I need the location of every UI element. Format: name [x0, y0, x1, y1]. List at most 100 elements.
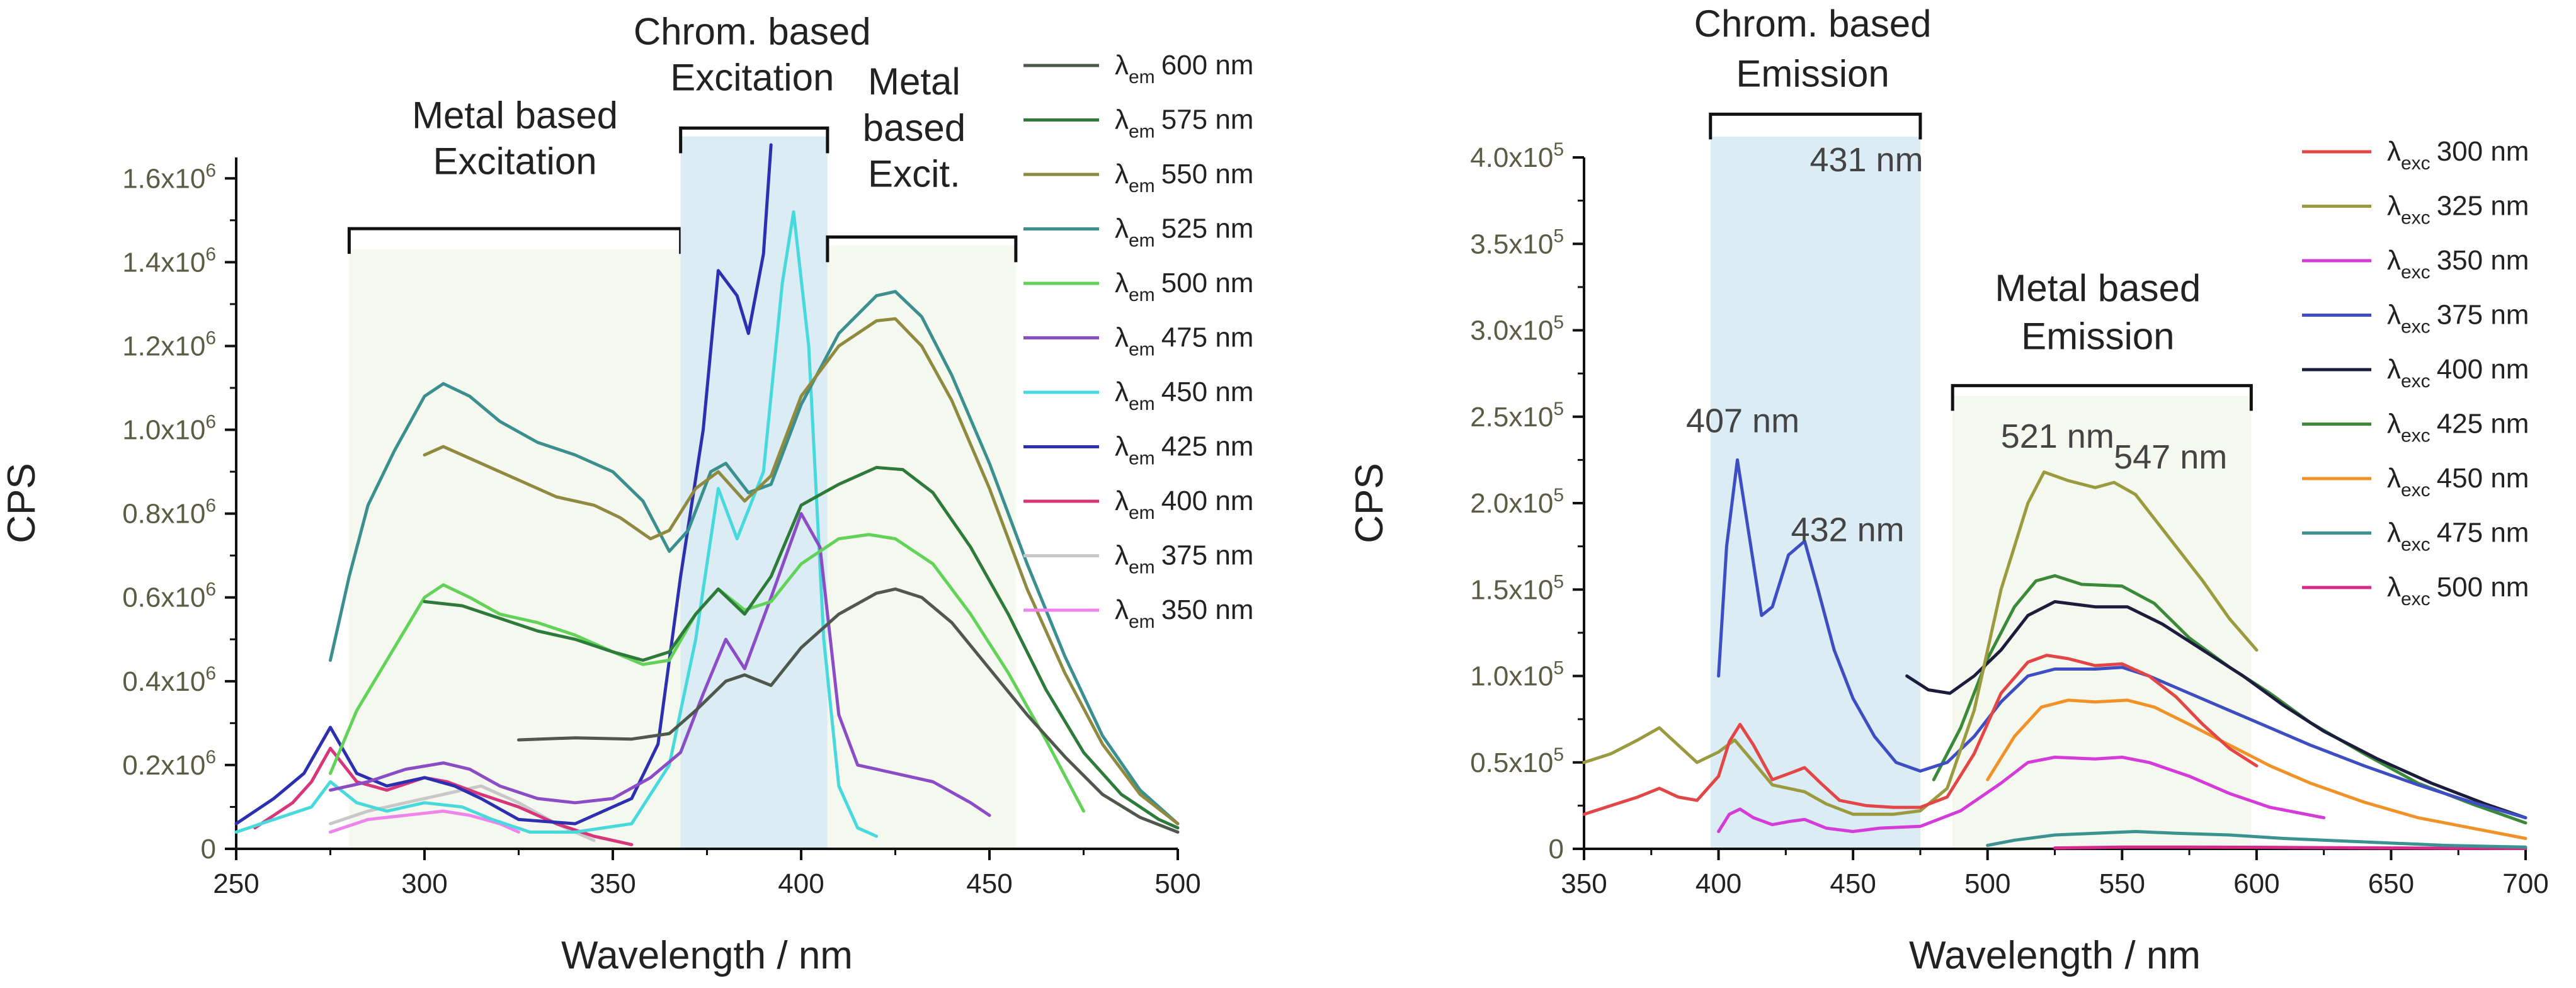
x-tick-label: 700	[2502, 868, 2548, 899]
y-tick-label: 1.5x105	[1470, 571, 1564, 605]
legend-symbol: λ	[2387, 354, 2401, 385]
x-tick-label: 250	[213, 868, 259, 899]
legend-entry: λexc 450 nm	[2387, 463, 2529, 501]
legend-entry: λem 350 nm	[1115, 594, 1253, 632]
legend-symbol: λ	[1115, 105, 1129, 135]
legend-entry: λexc 325 nm	[2387, 191, 2529, 229]
y-tick-mantissa: 3.5x10	[1470, 229, 1553, 259]
x-tick-label: 600	[2233, 868, 2279, 899]
y-tick-exponent: 6	[205, 747, 216, 768]
legend-value: 450 nm	[1161, 377, 1254, 407]
x-tick-label: 350	[590, 868, 635, 899]
legend-subscript: exc	[2401, 262, 2431, 283]
legend-symbol: λ	[1115, 485, 1129, 516]
region-label: Excitation	[670, 57, 834, 99]
y-tick-label: 0.2x106	[122, 747, 216, 781]
legend-entry: λem 500 nm	[1115, 268, 1253, 305]
region-bracket	[1951, 383, 2253, 411]
region-bracket	[679, 126, 829, 154]
y-tick-label: 0	[1549, 834, 1564, 865]
y-tick-mantissa: 1.2x10	[122, 331, 205, 361]
y-tick-mantissa: 0.2x10	[122, 750, 205, 781]
y-tick-label: 3.5x105	[1470, 225, 1564, 259]
legend-subscript: exc	[2401, 317, 2431, 338]
legend-subscript: em	[1129, 611, 1155, 632]
y-tick-exponent: 5	[1553, 399, 1564, 419]
series-line-450nm	[1986, 698, 2528, 840]
legend-value: 550 nm	[1161, 159, 1254, 190]
legend-value: 450 nm	[2437, 463, 2529, 494]
legend-subscript: em	[1129, 285, 1155, 305]
legend-entry: λem 475 nm	[1115, 322, 1253, 360]
y-tick-label: 0.6x106	[122, 579, 216, 613]
y-tick-label: 0.4x106	[122, 663, 216, 697]
peak-label: 547 nm	[2114, 438, 2227, 476]
legend-entry: λexc 375 nm	[2387, 300, 2529, 338]
peak-label: 407 nm	[1686, 402, 1799, 440]
y-tick-exponent: 5	[1553, 485, 1564, 506]
legend-symbol: λ	[1115, 377, 1129, 407]
series-line-450nm	[234, 210, 879, 838]
legend-value: 400 nm	[1161, 485, 1254, 516]
legend-value: 375 nm	[2437, 300, 2529, 331]
legend-subscript: em	[1129, 339, 1155, 360]
y-tick-label: 0	[201, 834, 216, 865]
legend-entry: λexc 300 nm	[2387, 136, 2529, 174]
y-tick-label: 1.0x106	[122, 412, 216, 446]
legend-value: 525 nm	[1161, 213, 1254, 244]
legend-value: 300 nm	[2437, 136, 2529, 167]
legend-subscript: em	[1129, 67, 1155, 88]
legend-subscript: exc	[2401, 426, 2431, 446]
legend-entry: λem 525 nm	[1115, 213, 1253, 251]
series-line-350nm	[329, 809, 520, 834]
legend-symbol: λ	[1115, 540, 1129, 571]
y-tick-label: 2.5x105	[1470, 399, 1564, 433]
y-tick-mantissa: 1.6x10	[122, 163, 205, 194]
legend-value: 475 nm	[1161, 322, 1254, 353]
region-label: Emission	[2021, 315, 2174, 358]
legend-symbol: λ	[1115, 159, 1129, 190]
legend-entry: λem 400 nm	[1115, 485, 1253, 523]
region-label: Excitation	[433, 140, 596, 183]
legend-symbol: λ	[1115, 50, 1129, 81]
legend-entry: λem 450 nm	[1115, 377, 1253, 414]
y-tick-exponent: 6	[205, 160, 216, 181]
y-tick-label: 1.2x106	[122, 327, 216, 361]
series-line-425nm	[234, 143, 773, 826]
y-tick-mantissa: 1.5x10	[1470, 574, 1553, 605]
x-tick-label: 500	[1964, 868, 2010, 899]
legend-entry: λem 550 nm	[1115, 159, 1253, 196]
legend-subscript: em	[1129, 230, 1155, 251]
peak-label: 431 nm	[1809, 141, 1923, 179]
legend-symbol: λ	[2387, 463, 2401, 494]
legend-entry: λexc 425 nm	[2387, 409, 2529, 446]
y-tick-label: 1.0x105	[1470, 658, 1564, 692]
y-tick-exponent: 6	[205, 327, 216, 348]
legend-value: 425 nm	[1161, 431, 1254, 462]
y-tick-mantissa: 2.5x10	[1470, 402, 1553, 433]
y-tick-exponent: 5	[1553, 139, 1564, 160]
legend-entry: λem 425 nm	[1115, 431, 1253, 469]
series-line-300nm	[1582, 654, 2259, 816]
legend-symbol: λ	[1115, 268, 1129, 298]
y-tick-label: 0.5x105	[1470, 744, 1564, 778]
legend-symbol: λ	[2387, 136, 2401, 167]
legend-subscript: exc	[2401, 371, 2431, 392]
legend-value: 375 nm	[1161, 540, 1254, 571]
legend-symbol: λ	[2387, 572, 2401, 603]
region-label: Emission	[1736, 52, 1889, 94]
y-tick-mantissa: 1.0x10	[122, 415, 205, 446]
peak-label: 432 nm	[1791, 511, 1905, 548]
region-label: based	[863, 106, 966, 149]
legend-entry: λem 600 nm	[1115, 50, 1253, 88]
y-tick-exponent: 6	[205, 663, 216, 684]
y-tick-exponent: 5	[1553, 225, 1564, 246]
x-tick-label: 400	[778, 868, 824, 899]
x-tick-label: 500	[1154, 868, 1200, 899]
y-tick-label: 1.6x106	[122, 160, 216, 194]
legend-value: 350 nm	[1161, 594, 1254, 625]
region-bracket	[1709, 112, 1922, 140]
legend-symbol: λ	[1115, 431, 1129, 462]
legend-value: 325 nm	[2437, 191, 2529, 222]
y-tick-mantissa: 0	[1549, 834, 1564, 865]
